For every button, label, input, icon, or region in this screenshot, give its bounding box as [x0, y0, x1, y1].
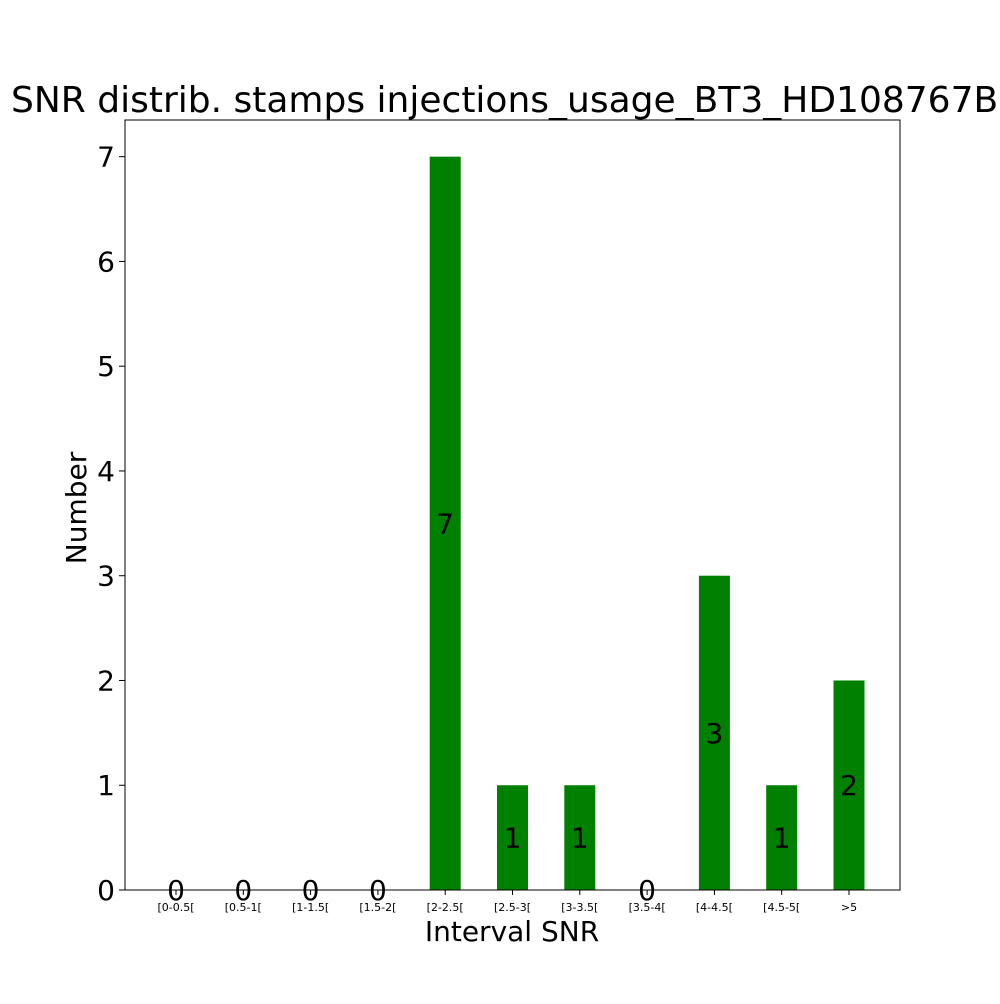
y-tick-label: 4: [97, 455, 115, 488]
x-tick-label: [3.5-4[: [629, 901, 666, 914]
x-tick-label: [3-3.5[: [561, 901, 598, 914]
data-label: 0: [234, 874, 252, 907]
x-axis: [0-0.5[ [0.5-1[ [1-1.5[ [1.5-2[ [2-2.5[ [2.5-…: [157, 890, 857, 914]
plot-frame: [124, 119, 901, 891]
data-label: 7: [436, 507, 454, 540]
y-tick-label: 7: [97, 141, 115, 174]
data-label: 0: [167, 874, 185, 907]
data-label: 1: [773, 822, 791, 855]
y-tick-label: 0: [97, 874, 115, 907]
data-label: 0: [638, 874, 656, 907]
data-label: 0: [302, 874, 320, 907]
data-labels-layer: 0 0 0 0 7 1 1 0 3 1 2: [167, 507, 858, 907]
data-label: 3: [705, 717, 723, 750]
x-tick-label: >5: [841, 901, 857, 914]
bar-9: [766, 785, 798, 890]
y-tick-label: 6: [97, 245, 115, 278]
bar-6: [564, 785, 596, 890]
data-label: 2: [840, 769, 858, 802]
x-tick-label: [0-0.5[: [157, 901, 194, 914]
y-tick-label: 2: [97, 664, 115, 697]
data-label: 1: [504, 822, 522, 855]
x-tick-label: [2.5-3[: [494, 901, 531, 914]
data-label: 1: [571, 822, 589, 855]
bar-10: [833, 680, 865, 890]
x-tick-label: [4-4.5[: [696, 901, 733, 914]
bar-5: [497, 785, 528, 890]
y-tick-label: 3: [97, 560, 115, 593]
x-tick-label: [1.5-2[: [359, 901, 396, 914]
x-tick-label: [2-2.5[: [427, 901, 464, 914]
x-tick-label: [4.5-5[: [763, 901, 800, 914]
y-tick-label: 1: [97, 769, 115, 802]
chart-title: SNR distrib. stamps injections_usage_BT3…: [11, 80, 998, 121]
data-label: 0: [369, 874, 387, 907]
bar-4: [429, 156, 461, 890]
x-tick-label: [1-1.5[: [292, 901, 329, 914]
x-tick-label: [0.5-1[: [225, 901, 262, 914]
y-axis: 0 1 2 3 4 5 6 7: [97, 141, 125, 907]
bars-layer: [429, 156, 865, 890]
y-tick-label: 5: [97, 350, 115, 383]
y-axis-label: Number: [60, 451, 93, 564]
x-axis-label: Interval SNR: [425, 915, 599, 948]
bar-8: [698, 575, 730, 890]
